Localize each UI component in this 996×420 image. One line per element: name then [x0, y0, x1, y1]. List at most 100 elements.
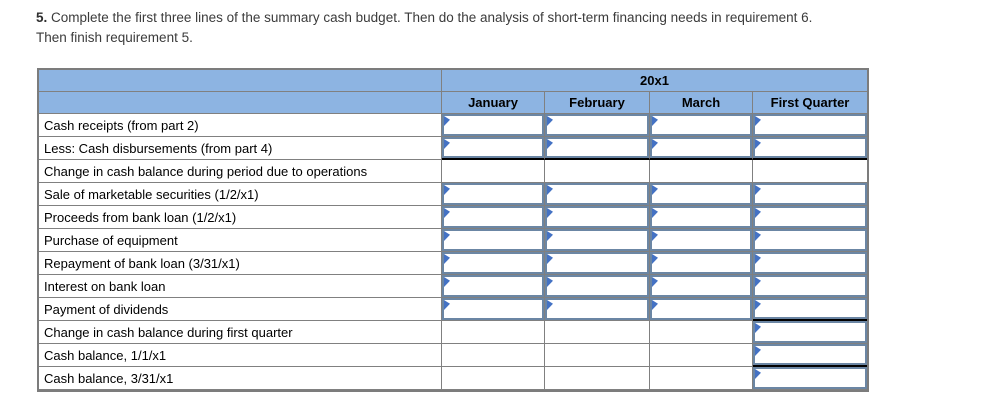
input-marker-icon — [547, 300, 553, 310]
amount-input-march-row1[interactable] — [650, 114, 752, 136]
cell-february-row3 — [545, 160, 650, 183]
input-marker-icon — [444, 277, 450, 287]
input-marker-icon — [652, 254, 658, 264]
input-marker-icon — [755, 277, 761, 287]
row-label: Cash balance, 1/1/x1 — [39, 344, 442, 367]
amount-input-march-row6[interactable] — [650, 229, 752, 251]
cell-january-row8 — [442, 275, 545, 298]
input-marker-icon — [444, 139, 450, 149]
cell-january-row5 — [442, 206, 545, 229]
input-marker-icon — [755, 346, 761, 356]
header-blank-bottom — [39, 92, 442, 114]
input-marker-icon — [547, 139, 553, 149]
amount-input-january-row9[interactable] — [442, 298, 544, 320]
amount-input-february-row1[interactable] — [545, 114, 649, 136]
amount-input-march-row7[interactable] — [650, 252, 752, 274]
amount-input-january-row6[interactable] — [442, 229, 544, 251]
input-marker-icon — [652, 185, 658, 195]
row-label: Cash balance, 3/31/x1 — [39, 367, 442, 390]
row-label: Payment of dividends — [39, 298, 442, 321]
amount-input-february-row5[interactable] — [545, 206, 649, 228]
input-marker-icon — [755, 185, 761, 195]
cell-march-row3 — [650, 160, 753, 183]
cell-january-row9 — [442, 298, 545, 321]
input-marker-icon — [547, 254, 553, 264]
column-header-january: January — [442, 92, 545, 114]
cell-march-row12 — [650, 367, 753, 390]
cell-first-quarter-row9 — [753, 298, 867, 321]
cell-march-row5 — [650, 206, 753, 229]
cell-january-row4 — [442, 183, 545, 206]
input-marker-icon — [755, 254, 761, 264]
amount-input-march-row8[interactable] — [650, 275, 752, 297]
amount-input-first-quarter-row1[interactable] — [753, 114, 867, 136]
input-marker-icon — [755, 369, 761, 379]
input-marker-icon — [547, 277, 553, 287]
cell-january-row1 — [442, 114, 545, 137]
amount-input-first-quarter-row4[interactable] — [753, 183, 867, 205]
instruction-line-1: 5. Complete the first three lines of the… — [36, 10, 813, 25]
row-label: Less: Cash disbursements (from part 4) — [39, 137, 442, 160]
input-marker-icon — [547, 116, 553, 126]
row-label: Proceeds from bank loan (1/2/x1) — [39, 206, 442, 229]
amount-input-first-quarter-row12[interactable] — [753, 367, 867, 389]
amount-input-january-row1[interactable] — [442, 114, 544, 136]
input-marker-icon — [755, 116, 761, 126]
amount-input-january-row5[interactable] — [442, 206, 544, 228]
amount-input-first-quarter-row10[interactable] — [753, 321, 867, 343]
amount-input-march-row9[interactable] — [650, 298, 752, 320]
amount-input-first-quarter-row8[interactable] — [753, 275, 867, 297]
amount-input-first-quarter-row6[interactable] — [753, 229, 867, 251]
cell-first-quarter-row1 — [753, 114, 867, 137]
cell-first-quarter-row12 — [753, 367, 867, 390]
column-header-february: February — [545, 92, 650, 114]
amount-input-march-row2[interactable] — [650, 137, 752, 158]
cell-february-row8 — [545, 275, 650, 298]
amount-input-first-quarter-row7[interactable] — [753, 252, 867, 274]
amount-input-february-row2[interactable] — [545, 137, 649, 158]
cell-march-row8 — [650, 275, 753, 298]
amount-input-first-quarter-row11[interactable] — [753, 344, 867, 365]
row-label: Sale of marketable securities (1/2/x1) — [39, 183, 442, 206]
input-marker-icon — [652, 116, 658, 126]
cell-february-row4 — [545, 183, 650, 206]
row-label: Interest on bank loan — [39, 275, 442, 298]
input-marker-icon — [444, 185, 450, 195]
cell-february-row5 — [545, 206, 650, 229]
cell-february-row9 — [545, 298, 650, 321]
input-marker-icon — [652, 277, 658, 287]
amount-input-february-row8[interactable] — [545, 275, 649, 297]
amount-input-march-row4[interactable] — [650, 183, 752, 205]
amount-input-first-quarter-row2[interactable] — [753, 137, 867, 158]
cell-march-row1 — [650, 114, 753, 137]
cell-first-quarter-row4 — [753, 183, 867, 206]
amount-input-first-quarter-row9[interactable] — [753, 298, 867, 319]
cell-january-row3 — [442, 160, 545, 183]
amount-input-march-row5[interactable] — [650, 206, 752, 228]
amount-input-february-row7[interactable] — [545, 252, 649, 274]
cell-january-row10 — [442, 321, 545, 344]
row-label: Change in cash balance during first quar… — [39, 321, 442, 344]
header-blank-top — [39, 70, 442, 92]
row-label: Purchase of equipment — [39, 229, 442, 252]
amount-input-february-row4[interactable] — [545, 183, 649, 205]
column-header-first-quarter: First Quarter — [753, 92, 867, 114]
cell-first-quarter-row8 — [753, 275, 867, 298]
amount-input-february-row6[interactable] — [545, 229, 649, 251]
cell-january-row6 — [442, 229, 545, 252]
cell-march-row7 — [650, 252, 753, 275]
input-marker-icon — [547, 231, 553, 241]
amount-input-january-row7[interactable] — [442, 252, 544, 274]
requirement-number: 5. — [36, 10, 48, 25]
cell-first-quarter-row5 — [753, 206, 867, 229]
cell-first-quarter-row11 — [753, 344, 867, 367]
amount-input-january-row2[interactable] — [442, 137, 544, 158]
cell-march-row10 — [650, 321, 753, 344]
input-marker-icon — [652, 231, 658, 241]
amount-input-january-row8[interactable] — [442, 275, 544, 297]
amount-input-january-row4[interactable] — [442, 183, 544, 205]
cell-first-quarter-row6 — [753, 229, 867, 252]
amount-input-february-row9[interactable] — [545, 298, 649, 320]
input-marker-icon — [547, 185, 553, 195]
amount-input-first-quarter-row5[interactable] — [753, 206, 867, 228]
